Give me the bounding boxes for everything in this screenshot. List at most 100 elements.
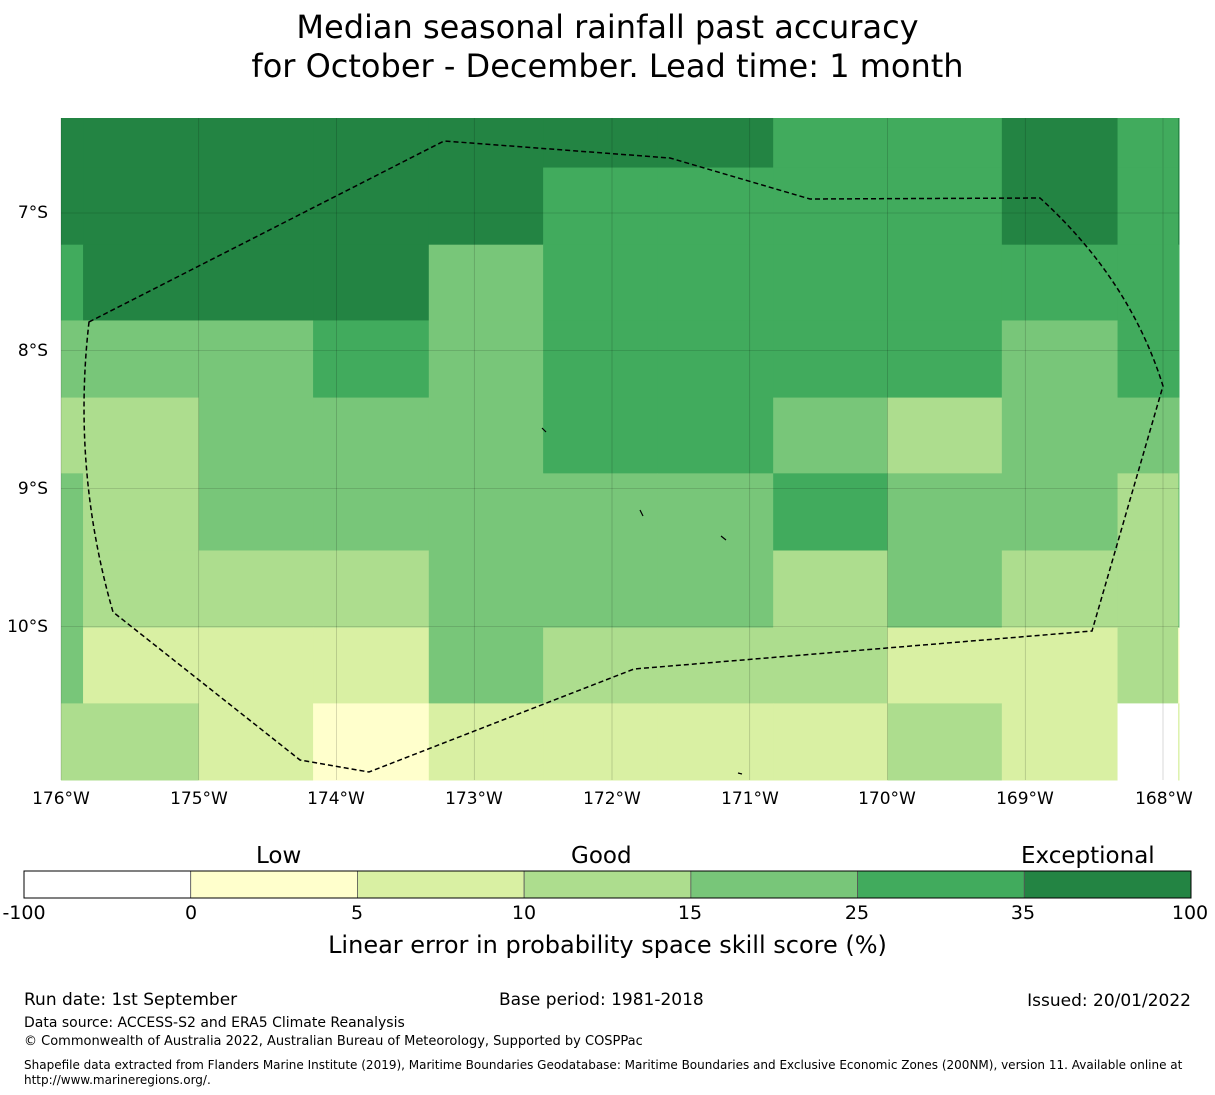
skill-cell [83, 550, 200, 629]
skill-cell [1178, 473, 1180, 551]
skill-cell [543, 320, 658, 399]
skill-cell [1117, 627, 1179, 704]
skill-cell [1001, 118, 1119, 169]
skill-cell [657, 703, 774, 781]
skill-cell [313, 244, 430, 321]
colorbar-frame [23, 870, 1192, 899]
skill-cell [657, 397, 774, 474]
skill-cell [61, 473, 84, 551]
skill-cell [313, 627, 430, 704]
skill-cell [83, 473, 200, 551]
skill-cell [83, 244, 200, 321]
lon-label-175w: 175°W [170, 789, 228, 809]
skill-cell [887, 118, 1003, 169]
skill-cell [1178, 320, 1180, 399]
skill-cell [428, 473, 544, 551]
colorbar-tick: 5 [350, 902, 364, 924]
skill-cell [61, 550, 84, 629]
data-source: Data source: ACCESS-S2 and ERA5 Climate … [24, 1015, 405, 1031]
skill-cell [1117, 550, 1179, 629]
skill-cell [1178, 627, 1180, 704]
skill-cell [773, 627, 888, 704]
skill-cell [1001, 703, 1119, 781]
skill-cell [198, 397, 314, 474]
skill-cell [198, 703, 314, 781]
skill-cell [773, 118, 888, 169]
skill-cell [428, 397, 544, 474]
skill-cell [773, 473, 888, 551]
lat-label-8s: 8°S [17, 341, 48, 361]
colorbar-segment [357, 870, 525, 899]
lon-label-171w: 171°W [721, 789, 779, 809]
island-shape [720, 535, 727, 541]
island-shape [541, 427, 547, 433]
eez-boundary [83, 140, 1164, 773]
skill-cell [1001, 244, 1119, 321]
lon-label-172w: 172°W [583, 789, 641, 809]
colorbar-segment [523, 870, 692, 899]
skill-cell [428, 627, 544, 704]
skill-cell [773, 550, 888, 629]
skill-cell [428, 703, 544, 781]
skill-cell [887, 473, 1003, 551]
skill-cell [773, 244, 888, 321]
skill-cell [887, 320, 1003, 399]
lon-label-168w: 168°W [1135, 789, 1193, 809]
issued-date: Issued: 20/01/2022 [1027, 991, 1191, 1011]
skill-cell [1178, 167, 1180, 246]
skill-cell [543, 550, 658, 629]
skill-cell [83, 397, 200, 474]
colorbar-tick: 0 [184, 902, 198, 924]
colorbar-segment [190, 870, 358, 899]
colorbar-label: Linear error in probability space skill … [328, 931, 887, 959]
skill-cell [773, 320, 888, 399]
skill-cell [198, 167, 314, 246]
lat-label-7s: 7°S [17, 203, 48, 223]
lon-label-176w: 176°W [32, 789, 90, 809]
skill-cell [657, 118, 774, 169]
skill-cell [198, 473, 314, 551]
graticule [60, 118, 1179, 780]
skill-cell [83, 167, 200, 246]
skill-cell [543, 703, 658, 781]
colorbar-tick: 25 [844, 902, 870, 924]
skill-cell [1178, 550, 1180, 629]
skill-cell [657, 167, 774, 246]
skill-cell [198, 244, 314, 321]
skill-cell [61, 118, 84, 169]
skill-cell [1001, 473, 1119, 551]
skill-cell [198, 320, 314, 399]
skill-grid [61, 118, 1180, 781]
skill-cell [543, 244, 658, 321]
skill-cell [1001, 627, 1119, 704]
colorbar-tick: 10 [511, 902, 537, 924]
colorbar-tick: 15 [677, 902, 703, 924]
island-shape [639, 509, 644, 517]
skill-cell [887, 244, 1003, 321]
colorbar-segment [1023, 870, 1192, 899]
colorbar-tick: 100 [1171, 902, 1209, 924]
colorbar [23, 870, 1192, 899]
lon-label-173w: 173°W [445, 789, 503, 809]
skill-cell [1117, 703, 1179, 781]
skill-cell [657, 244, 774, 321]
skill-cell [313, 550, 430, 629]
skill-cell [887, 627, 1003, 704]
shapefile-url: http://www.marineregions.org/. [24, 1073, 211, 1087]
skill-cell [543, 167, 658, 246]
skill-cell [1117, 244, 1179, 321]
skill-cell [61, 627, 84, 704]
category-exceptional: Exceptional [1021, 843, 1155, 869]
skill-cell [657, 320, 774, 399]
copyright: © Commonwealth of Australia 2022, Austra… [24, 1034, 643, 1049]
skill-cell [313, 473, 430, 551]
category-low: Low [256, 843, 302, 869]
island-shape [737, 772, 743, 775]
lon-label-170w: 170°W [858, 789, 916, 809]
skill-cell [1178, 397, 1180, 474]
skill-cell [543, 473, 658, 551]
skill-cell [313, 703, 430, 781]
skill-cell [1117, 320, 1179, 399]
skill-cell [428, 320, 544, 399]
skill-cell [61, 167, 84, 246]
